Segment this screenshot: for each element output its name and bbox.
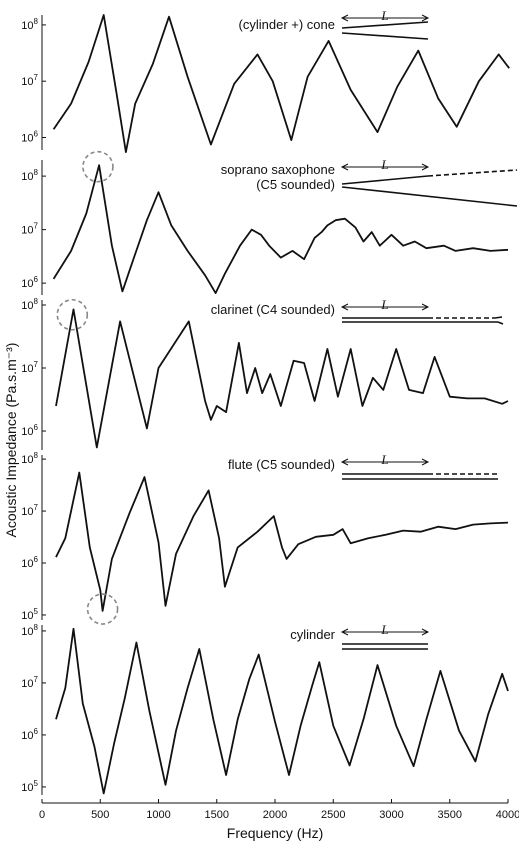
panel-label-2: (C5 sounded) [256,177,335,192]
x-tick-label: 2000 [263,809,287,821]
y-tick-label: 107 [21,222,38,237]
bore-wall-lower [341,186,518,207]
y-tick-label: 107 [21,73,38,88]
x-axis: 0 500 1000 1500 2000 2500 3000 3500 4000 [39,799,519,821]
highlight-circle [86,593,119,625]
panel-4: 108 107 106 105 flute (C5 sounded) L [21,451,509,625]
arrow-head-right [421,14,430,22]
arrow-head-right [421,628,430,636]
x-tick-label: 2500 [321,809,345,821]
x-tick-label: 3500 [438,809,462,821]
panel-label: flute (C5 sounded) [228,457,335,472]
y-tick-label: 108 [21,168,38,183]
bore-wall-upper [341,21,429,29]
y-tick-label: 107 [21,503,38,518]
instrument-sketch: L [340,297,504,325]
impedance-curve-4 [55,471,509,612]
x-axis-title: Frequency (Hz) [227,825,323,841]
length-label: L [380,452,388,467]
panel-label: (cylinder +) cone [239,17,335,32]
x-tick-label: 1500 [205,809,229,821]
arrow-head-left [340,303,349,311]
length-label: L [380,297,388,312]
bore-extension-upper [427,169,518,177]
panel-label: soprano saxophone [221,162,335,177]
instrument-sketch: L [340,157,518,207]
x-tick-label: 0 [39,809,45,821]
panel-5: 108 107 106 105 cylinder L [21,622,509,795]
y-tick-label: 107 [21,360,38,375]
y-tick-label: 107 [21,675,38,690]
x-tick-label: 500 [91,809,109,821]
y-tick-label: 106 [21,727,38,742]
y-tick-label: 108 [21,623,38,638]
instrument-sketch: L [340,622,430,650]
impedance-curve-2 [52,164,509,294]
y-tick-label: 106 [21,275,38,290]
bore-wall-lower [341,32,429,40]
bell-flare-upper [494,316,503,319]
y-tick-label: 106 [21,555,38,570]
panel-3: 108 107 106 clarinet (C4 sounded) L [21,297,509,450]
y-tick-label: 108 [21,17,38,32]
y-tick-label: 105 [21,779,38,794]
highlight-circle [82,150,114,183]
arrow-head-right [421,458,430,466]
arrow-head-right [421,163,430,171]
y-tick-label: 105 [21,607,38,622]
x-tick-label: 3000 [379,809,403,821]
y-tick-label: 108 [21,451,38,466]
arrow-head-right [421,303,430,311]
panel-label: clarinet (C4 sounded) [211,302,335,317]
highlight-circle [56,298,89,331]
y-tick-label: 106 [21,423,38,438]
impedance-curve-3 [55,308,509,449]
arrow-head-left [340,14,349,22]
bore-wall-upper [341,175,429,185]
panel-2: 108 107 106 soprano saxophone(C5 sounded) L [21,150,518,295]
y-tick-label: 106 [21,130,38,145]
panel-label: cylinder [290,627,335,642]
y-tick-label: 108 [21,297,38,312]
instrument-sketch: L [340,452,498,480]
arrow-head-left [340,458,349,466]
bell-flare-lower [497,321,504,325]
y-axis-title: Acoustic Impedance (Pa.s.m⁻³) [3,343,19,538]
panels-group: 108 107 106 (cylinder +) cone L 108 107 106 sopr… [21,8,518,795]
length-label: L [380,8,388,23]
length-label: L [380,157,388,172]
instrument-sketch: L [340,8,430,40]
arrow-head-left [340,163,349,171]
impedance-curve-5 [55,627,509,795]
x-tick-label: 1000 [146,809,170,821]
impedance-curve-1 [52,14,510,153]
panel-1: 108 107 106 (cylinder +) cone L [21,8,510,153]
x-tick-label: 4000 [496,809,519,821]
length-label: L [380,622,388,637]
arrow-head-left [340,628,349,636]
